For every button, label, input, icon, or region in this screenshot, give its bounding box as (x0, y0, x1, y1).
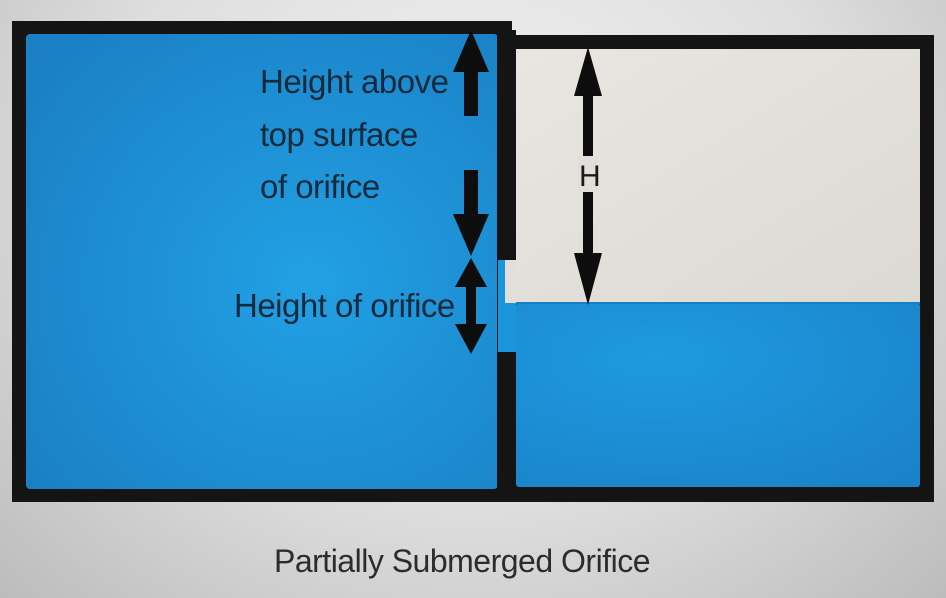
right-tank (497, 35, 934, 502)
dividing-wall-lower (498, 352, 516, 502)
height-above-arrow-up-icon (453, 30, 489, 116)
orifice-height-arrow (455, 258, 487, 354)
right-tank-water-surface (516, 302, 920, 304)
head-arrow (574, 47, 602, 305)
head-label: H (579, 160, 601, 193)
left-tank (12, 21, 512, 502)
height-above-label-line2: top surface (260, 116, 418, 153)
right-tank-water (516, 303, 920, 487)
height-of-orifice-label: Height of orifice (234, 287, 455, 324)
left-tank-water (26, 34, 498, 489)
orifice-height-double-arrow-icon (455, 258, 487, 354)
diagram-caption: Partially Submerged Orifice (274, 543, 650, 579)
height-above-label-line3: of orifice (260, 168, 380, 205)
dividing-wall (498, 30, 516, 502)
height-above-arrow (453, 30, 489, 256)
height-above-arrow-down-icon (453, 170, 489, 256)
orifice-opening-air (505, 260, 516, 303)
dividing-wall-upper (498, 30, 516, 260)
height-above-label-line1: Height above (260, 63, 448, 100)
head-label-background (578, 156, 598, 192)
